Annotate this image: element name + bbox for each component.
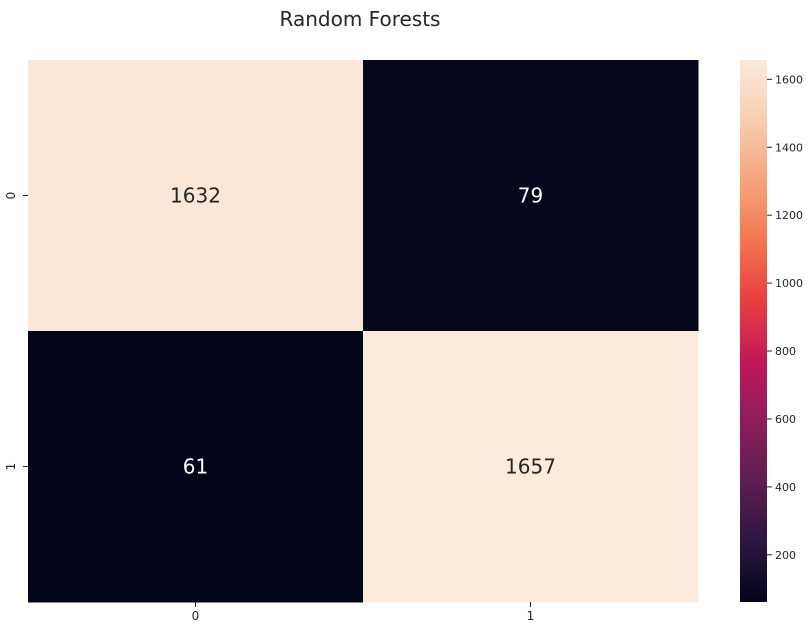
heatmap-cell-r0-c0 xyxy=(28,60,364,332)
heatmap-cell-r0-c1 xyxy=(363,60,699,332)
chart-title: Random Forests xyxy=(280,7,441,31)
colorbar-tick-label-1: 400 xyxy=(775,481,796,494)
y-axis: 01 xyxy=(4,192,28,471)
colorbar-tick-label-7: 1600 xyxy=(775,73,803,86)
colorbar-tick-label-2: 600 xyxy=(775,413,796,426)
cell-value-label-r1-c0: 61 xyxy=(183,455,208,479)
cell-value-label-r0-c1: 79 xyxy=(518,184,543,208)
colorbar-tick-label-6: 1400 xyxy=(775,141,803,154)
colorbar-gradient xyxy=(740,60,767,602)
colorbar-tick-label-3: 800 xyxy=(775,345,796,358)
colorbar: 200 400 600 800 1000 1200 1400 1600 xyxy=(740,60,803,602)
y-tick-label-1: 1 xyxy=(4,463,18,471)
colorbar-tick-label-0: 200 xyxy=(775,549,796,562)
heatmap-cell-r1-c1 xyxy=(363,331,699,603)
y-tick-label-0: 0 xyxy=(4,192,18,200)
x-tick-label-1: 1 xyxy=(527,609,535,623)
colorbar-tick-label-4: 1000 xyxy=(775,277,803,290)
colorbar-tick-label-5: 1200 xyxy=(775,209,803,222)
heatmap-cell-r1-c0 xyxy=(28,331,364,603)
x-tick-label-0: 0 xyxy=(192,609,200,623)
cell-value-label-r1-c1: 1657 xyxy=(505,455,556,479)
cell-value-label-r0-c0: 1632 xyxy=(170,184,221,208)
heatmap-cell-labels: 1632 79 61 1657 xyxy=(170,184,556,479)
heatmap-cells xyxy=(28,60,699,603)
